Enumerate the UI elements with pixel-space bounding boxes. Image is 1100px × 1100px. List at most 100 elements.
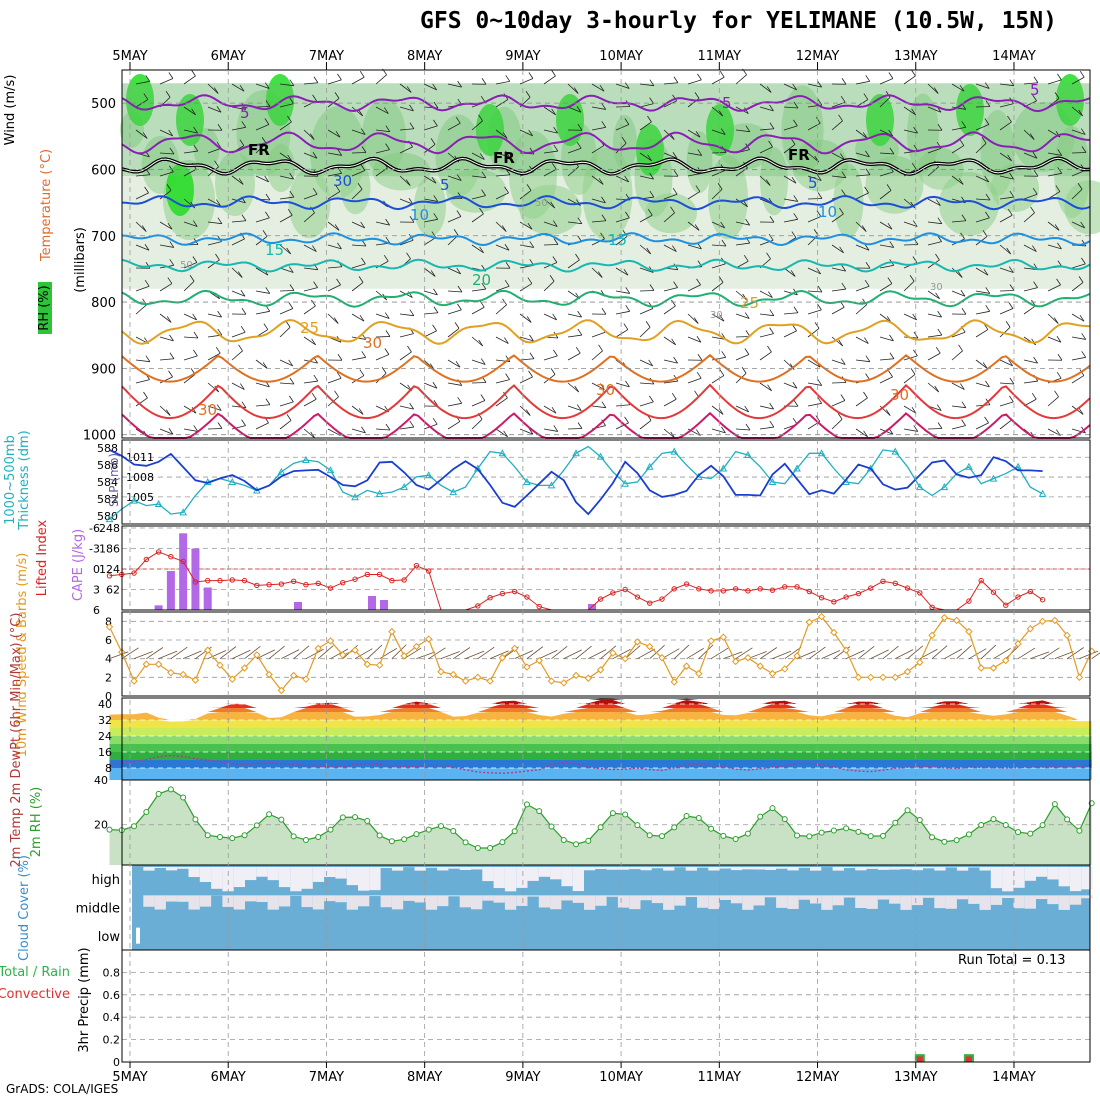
isotherm-line [121, 383, 1091, 420]
rh-contour-70 [519, 184, 582, 235]
wind-barb [519, 129, 533, 137]
wind-barb-flag [453, 229, 459, 236]
wind-barb [303, 336, 316, 346]
wind-barb [495, 379, 510, 384]
wind-barb [686, 648, 704, 660]
wind-barb [1047, 172, 1062, 177]
wind-barb-flag [433, 101, 439, 109]
cloud-middle-bar [572, 895, 584, 903]
wind-barb-flag [1079, 314, 1085, 322]
wind-barb [183, 221, 198, 227]
wind-barb [615, 329, 629, 338]
legend-total: Total / Rain [0, 965, 70, 980]
thickness-point [940, 483, 949, 491]
wind-speed-point [1051, 616, 1059, 625]
wind-barb [351, 375, 365, 384]
wind-barb [447, 83, 462, 88]
wind-barb [927, 313, 942, 318]
wind-barb [1047, 313, 1059, 324]
precip-convective-bar [916, 1056, 923, 1062]
wind-barb [663, 82, 678, 85]
wind-barb-flag [1005, 321, 1011, 328]
wind-barb [232, 649, 251, 660]
wind-barb [927, 166, 939, 177]
wind-barb-flag [601, 103, 607, 110]
axis-title-wind: Wind (m/s) [3, 75, 18, 146]
wind-barb-flag [264, 82, 270, 89]
isotherm-label: FR [493, 149, 515, 167]
cloud-high-bar [448, 867, 460, 869]
wind-barb-flag [527, 222, 533, 230]
wind-barb [256, 649, 275, 660]
wind-barb [831, 306, 845, 315]
wind-barb-flag [286, 414, 292, 421]
wind-barb-flag [384, 312, 390, 319]
wind-barb-flag [673, 281, 678, 288]
wind-barb-flag [934, 385, 940, 393]
wind-barb [327, 152, 342, 156]
wind-barb-flag [551, 406, 557, 414]
cloud-high-bar [617, 867, 630, 870]
wind-barb-flag [577, 422, 583, 429]
rh-point [990, 816, 997, 823]
cloud-middle-bar [177, 895, 189, 902]
wind-barb [567, 166, 579, 177]
cape-bar [179, 533, 188, 610]
wind-speed-point [289, 671, 298, 680]
wind-speed-point [817, 612, 826, 621]
wind-barb [327, 284, 341, 292]
lifted-index-point [229, 577, 235, 583]
wind-barb-flag [385, 143, 390, 150]
rh-contour-70 [760, 147, 788, 216]
cloud-high-bar [516, 867, 528, 888]
wind-barb [663, 100, 677, 108]
wind-barb [895, 649, 914, 660]
wind-barb [903, 280, 915, 292]
wind-barb [1047, 336, 1062, 343]
wind-barb [855, 304, 867, 315]
isotherm-label: FR [248, 141, 270, 159]
wind-barb-flag [673, 170, 679, 177]
cloud-high-bar [245, 867, 257, 881]
wind-barb [735, 405, 749, 413]
cloud-middle-bar [516, 895, 528, 906]
rh-point [339, 814, 346, 821]
wind-barb [255, 359, 268, 369]
wind-barb [879, 78, 894, 85]
axis-title-temp2m: 2m Temp 2m DewPt (6hr Min/Max) (°C) [9, 613, 24, 868]
wind-barb [855, 336, 869, 344]
wind-barb-flag [289, 97, 294, 104]
wind-tick-label: 8 [105, 615, 112, 628]
rh-point [892, 819, 899, 826]
wind-barb-flag [625, 380, 630, 388]
wind-barb [639, 401, 654, 407]
rh-point [327, 826, 334, 833]
wind-barb-flag [191, 406, 197, 414]
wind-barb-flag [433, 213, 439, 220]
wind-barb [471, 400, 486, 407]
wind-barb [231, 350, 243, 361]
wind-barb [207, 106, 222, 113]
wind-barb [423, 198, 438, 202]
thickness-point [621, 479, 629, 487]
wind-barb-flag [1009, 284, 1015, 291]
wind-barb-flag [912, 220, 918, 227]
wind-barb [591, 350, 603, 361]
wind-barb [317, 645, 334, 659]
wind-barb [663, 305, 676, 315]
wind-barb [855, 428, 868, 438]
wind-barb [279, 308, 294, 315]
wind-barb-flag [455, 116, 461, 124]
cloud-middle-bar [719, 895, 731, 900]
rh-point [376, 832, 383, 839]
wind-barb [591, 198, 606, 204]
wind-barb-flag [287, 154, 292, 162]
cloud-high-bar [651, 867, 664, 869]
wind-barb-flag [359, 70, 365, 78]
cloud-high-bar [742, 867, 754, 870]
cloud-high-bar [956, 867, 969, 871]
wind-barb-flag [841, 189, 846, 196]
axis-title-thickness-1: 1000~500mb [3, 435, 18, 525]
wind-barb-flag [145, 355, 151, 362]
wind-barb-flag [481, 171, 487, 178]
